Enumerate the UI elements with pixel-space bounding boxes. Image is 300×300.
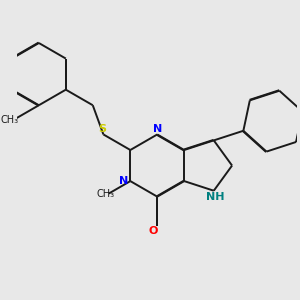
Text: O: O <box>149 226 158 236</box>
Text: S: S <box>98 124 106 134</box>
Text: CH₃: CH₃ <box>1 115 19 125</box>
Text: N: N <box>153 124 162 134</box>
Text: CH₃: CH₃ <box>97 188 115 199</box>
Text: N: N <box>119 176 128 186</box>
Text: NH: NH <box>206 192 225 202</box>
